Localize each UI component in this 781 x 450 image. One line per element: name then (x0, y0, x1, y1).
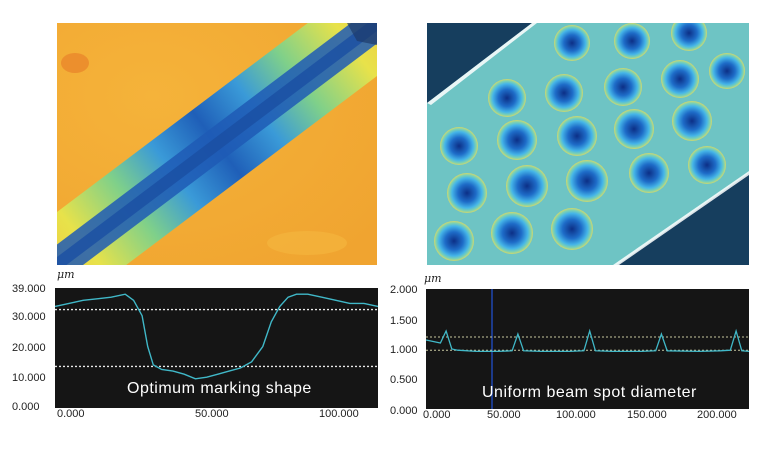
right-x-tick: 150.000 (627, 409, 667, 421)
right-beam-plot (425, 289, 750, 409)
left-x-tick: 50.000 (195, 408, 229, 420)
right-caption: Uniform beam spot diameter (482, 384, 697, 401)
left-y-tick: 0.000 (12, 401, 40, 413)
right-beam-line (425, 328, 750, 353)
left-unit-label: μm (57, 268, 75, 281)
left-x-tick: 100.000 (319, 408, 359, 420)
right-y-tick: 2.000 (390, 284, 418, 296)
right-unit-label: μm (424, 272, 442, 285)
left-y-tick: 20.000 (12, 342, 46, 354)
left-profile-line (54, 293, 379, 380)
groove-heatmap-image (57, 23, 377, 265)
left-caption: Optimum marking shape (127, 380, 312, 397)
right-x-tick: 200.000 (697, 409, 737, 421)
left-y-tick: 30.000 (12, 311, 46, 323)
left-y-tick: 39.000 (12, 283, 46, 295)
right-y-tick: 1.500 (390, 315, 418, 327)
left-profile-plot (54, 288, 379, 408)
right-x-tick: 50.000 (487, 409, 521, 421)
right-y-tick: 1.000 (390, 344, 418, 356)
left-x-tick: 0.000 (57, 408, 85, 420)
right-x-tick: 100.000 (556, 409, 596, 421)
right-y-tick: 0.000 (390, 405, 418, 417)
right-y-tick: 0.500 (390, 374, 418, 386)
left-y-tick: 10.000 (12, 372, 46, 384)
right-x-tick: 0.000 (423, 409, 451, 421)
dot-array-surface-image (427, 23, 749, 265)
